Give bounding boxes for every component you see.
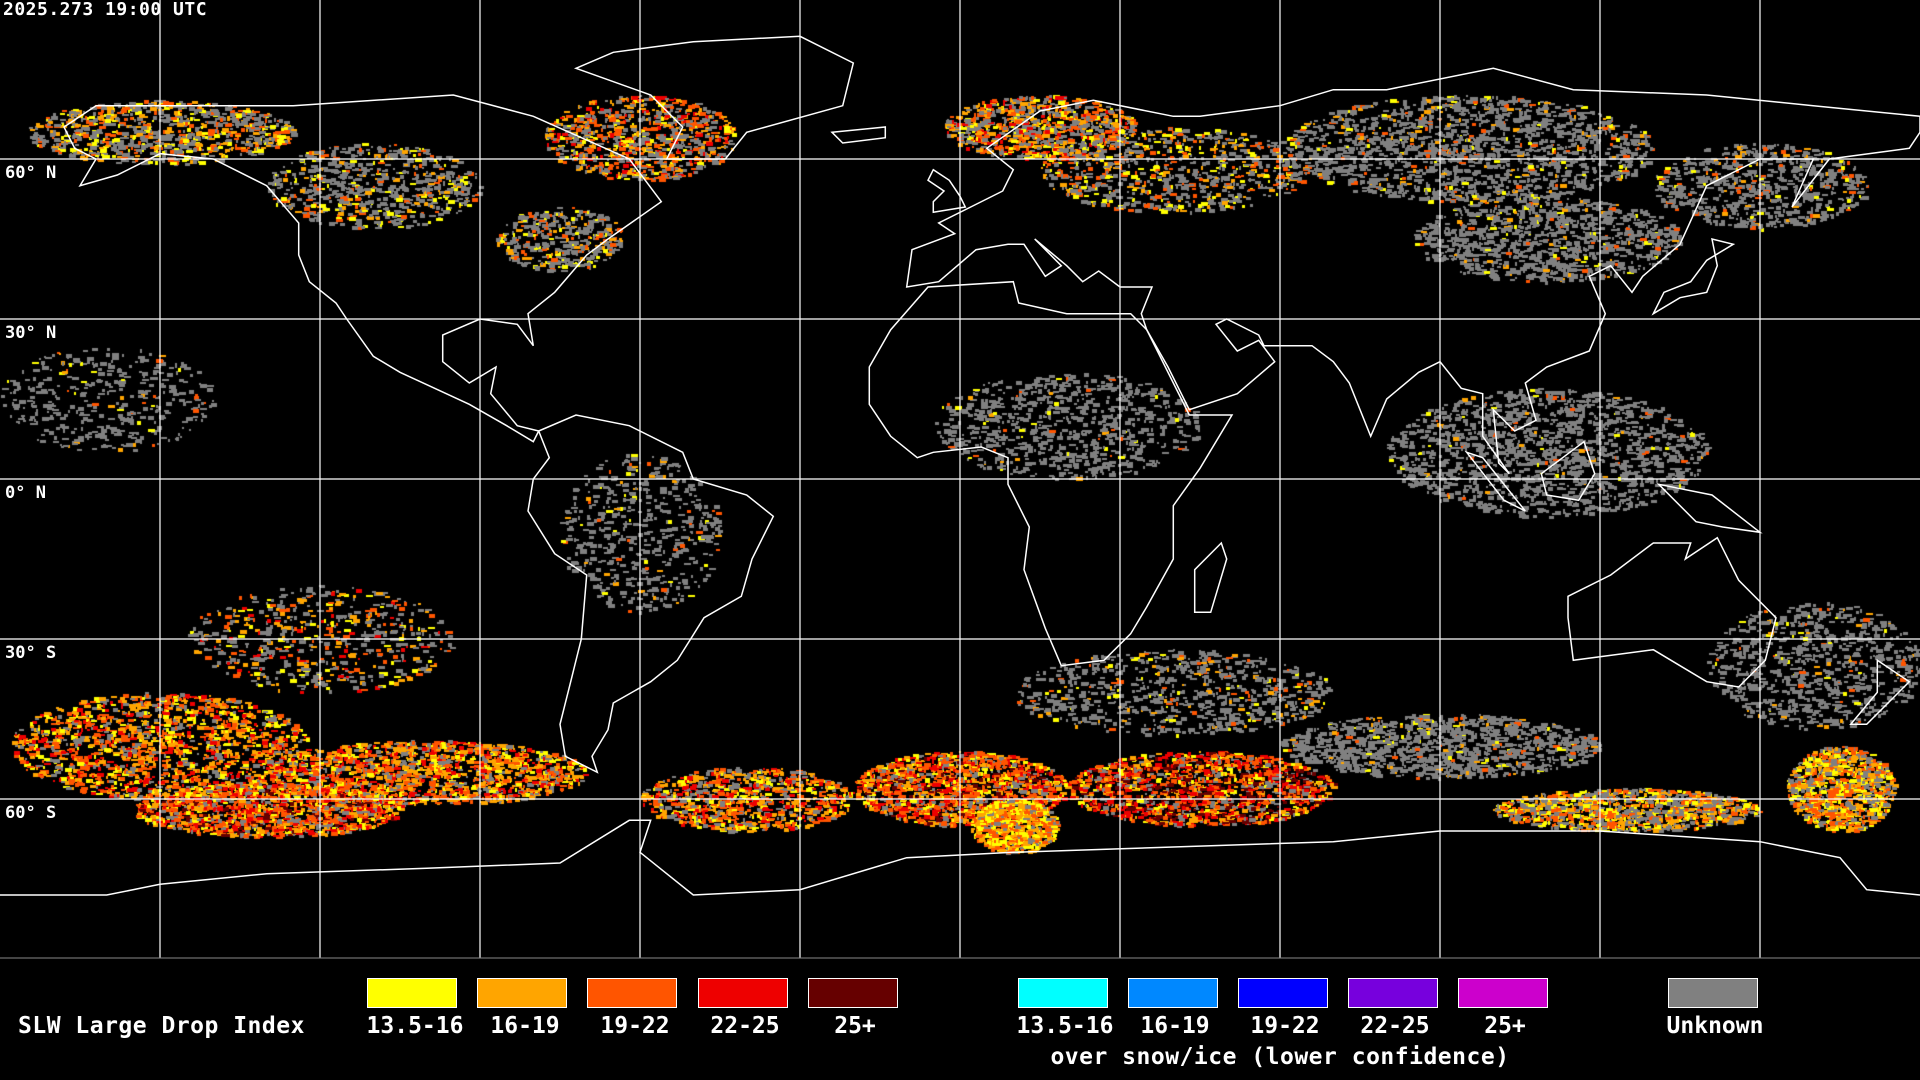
label-snow-3: 22-25 [1360,1013,1430,1039]
coastline-great-britain [927,168,967,214]
label-main-0: 13.5-16 [366,1013,464,1039]
coastline-new-zealand [1849,658,1911,726]
coastline-greenland [573,35,855,160]
swatch-main-1 [477,978,567,1008]
legend-title: SLW Large Drop Index [18,1013,305,1039]
coastline-south-america [527,414,775,774]
label-unknown: Unknown [1666,1013,1764,1039]
swatch-main-2 [587,978,677,1008]
coastline-borneo [1540,440,1596,502]
swatch-snow-0 [1018,978,1108,1008]
coastline-antarctica [0,819,1920,896]
lat-label-0n: 0° N [5,483,46,503]
label-snow-2: 19-22 [1250,1013,1320,1039]
lat-label-30s: 30° S [5,643,57,663]
coastline-japan [1651,237,1736,316]
coastline-madagascar [1193,541,1228,614]
coastline-australia [1567,536,1777,688]
swatch-main-3 [698,978,788,1008]
lat-label-30n: 30° N [5,323,57,343]
lat-label-60n: 60° N [5,163,57,183]
swatch-snow-1 [1128,978,1218,1008]
swatch-snow-3 [1348,978,1438,1008]
label-snow-1: 16-19 [1140,1013,1210,1039]
coastline-graticule-layer [0,0,1920,959]
swatch-snow-4 [1458,978,1548,1008]
coastline-north-america [63,94,663,443]
coastline-new-guinea [1656,483,1763,534]
coastline-sumatra [1464,450,1526,512]
label-main-1: 16-19 [490,1013,560,1039]
coastline-eurasia [905,67,1920,475]
swatch-snow-2 [1238,978,1328,1008]
swatch-main-0 [367,978,457,1008]
label-snow-0: 13.5-16 [1016,1013,1114,1039]
map-panel: 2025.273 19:00 UTC 60° N 30° N 0° N 30° … [0,0,1920,960]
label-main-4: 25+ [834,1013,876,1039]
snow-ice-caption: over snow/ice (lower confidence) [1050,1044,1510,1070]
coastline-iceland [830,126,887,144]
swatch-unknown [1668,978,1758,1008]
label-main-2: 19-22 [600,1013,670,1039]
lat-label-60s: 60° S [5,803,57,823]
coastline-africa [868,280,1234,667]
label-snow-4: 25+ [1484,1013,1526,1039]
timestamp: 2025.273 19:00 UTC [3,0,208,20]
label-main-3: 22-25 [710,1013,780,1039]
swatch-main-4 [808,978,898,1008]
